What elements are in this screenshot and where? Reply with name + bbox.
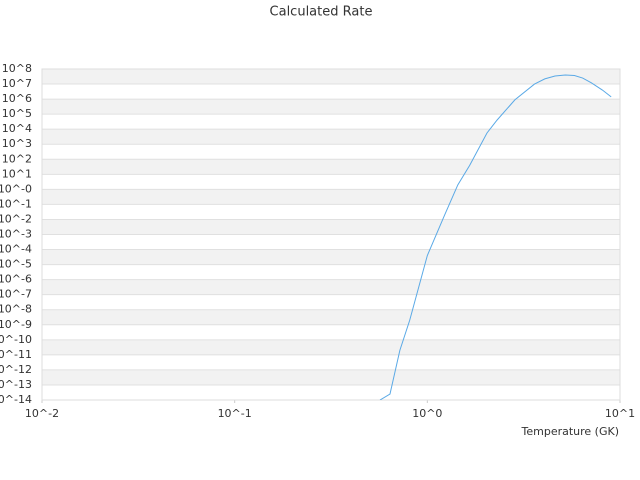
x-tick-label: 10^1 bbox=[605, 407, 635, 420]
y-tick-label: 10^6 bbox=[2, 92, 32, 105]
y-tick-label: 10^3 bbox=[2, 137, 32, 150]
y-tick-label: 10^-5 bbox=[0, 258, 32, 271]
y-tick-label: 10^-6 bbox=[0, 273, 32, 286]
grid-band bbox=[42, 129, 620, 145]
y-tick-label: 10^1 bbox=[2, 167, 32, 180]
grid-band bbox=[42, 69, 620, 85]
y-tick-label: 10^-8 bbox=[0, 303, 32, 316]
grid-band bbox=[42, 219, 620, 235]
y-tick-label: 10^-12 bbox=[0, 363, 32, 376]
y-tick-label: 10^-9 bbox=[0, 318, 32, 331]
y-tick-label: 10^2 bbox=[2, 152, 32, 165]
grid-band bbox=[42, 279, 620, 295]
y-tick-label: 10^-7 bbox=[0, 288, 32, 301]
y-tick-label: 10^-14 bbox=[0, 393, 32, 406]
grid-band bbox=[42, 369, 620, 385]
y-tick-label: 10^-10 bbox=[0, 333, 32, 346]
y-tick-label: 10^-2 bbox=[0, 212, 32, 225]
y-tick-label: 10^-1 bbox=[0, 197, 32, 210]
x-tick-label: 10^-2 bbox=[25, 407, 59, 420]
grid-band bbox=[42, 339, 620, 355]
chart-title: Calculated Rate bbox=[270, 5, 373, 20]
grid-band bbox=[42, 249, 620, 265]
data-line bbox=[379, 74, 612, 400]
x-axis-label: Temperature (GK) bbox=[521, 425, 620, 438]
y-tick-label: 10^4 bbox=[2, 122, 32, 135]
y-tick-label: 10^-3 bbox=[0, 228, 32, 241]
y-tick-label: 10^-0 bbox=[0, 182, 32, 195]
grid-band bbox=[42, 189, 620, 205]
y-tick-label: 10^-13 bbox=[0, 378, 32, 391]
grid-band bbox=[42, 99, 620, 115]
grid-band bbox=[42, 159, 620, 175]
x-tick-label: 10^0 bbox=[412, 407, 442, 420]
plot-border bbox=[41, 68, 621, 401]
grid-band bbox=[42, 309, 620, 325]
y-tick-label: 10^5 bbox=[2, 107, 32, 120]
y-tick-label: 10^8 bbox=[2, 62, 32, 75]
y-tick-label: 10^7 bbox=[2, 77, 32, 90]
y-tick-label: 10^-11 bbox=[0, 348, 32, 361]
y-tick-label: 10^-4 bbox=[0, 243, 32, 256]
x-tick-label: 10^-1 bbox=[218, 407, 252, 420]
